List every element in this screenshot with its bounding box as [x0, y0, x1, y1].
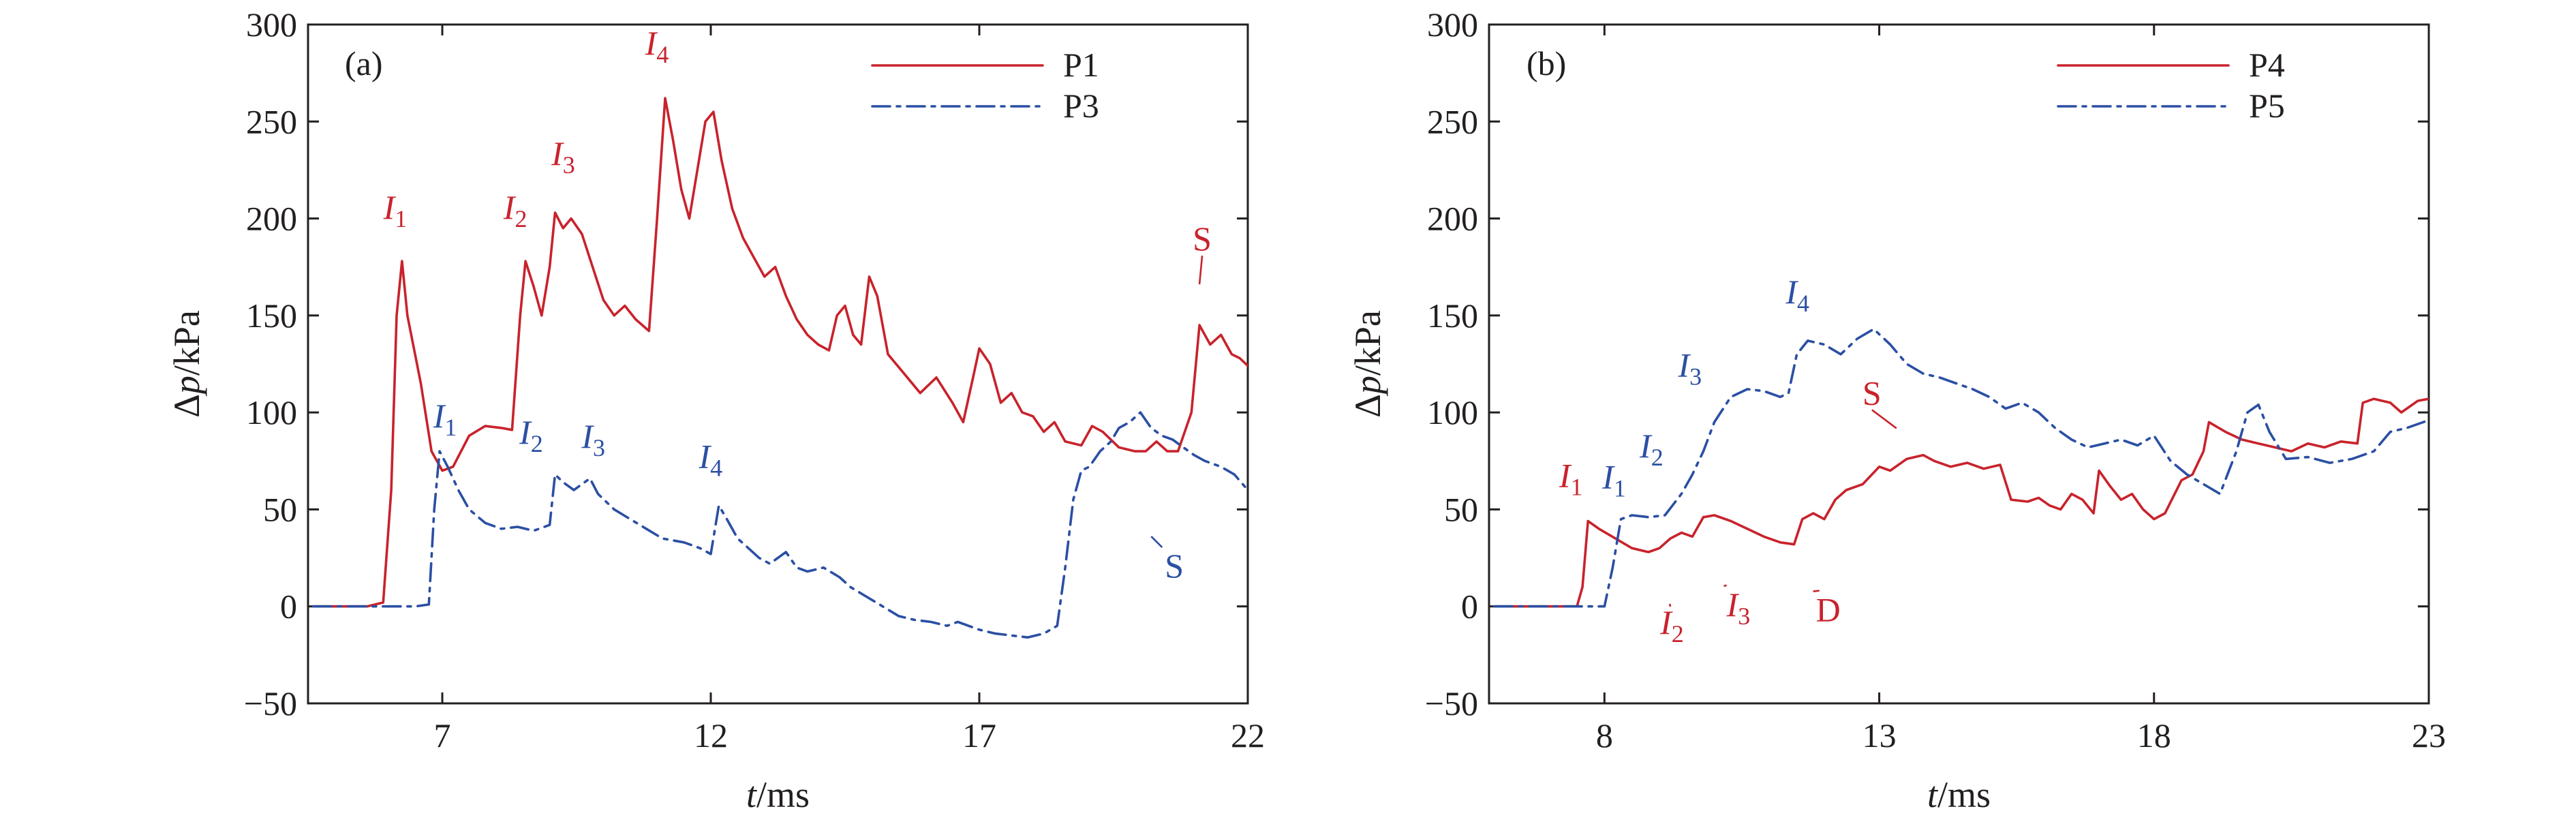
panel-a-annotation-i1: I1: [433, 397, 457, 441]
panel-a-annotation-i4: I4: [698, 438, 722, 482]
panel-b-annotation-i2: I2: [1639, 427, 1663, 471]
panel-b-annotation-s: S: [1862, 373, 1882, 412]
panel-a-x-axis-label: t/ms: [746, 774, 810, 815]
panel-a-annotation-leader: [1198, 255, 1203, 285]
panel-b-annotation-i1: I1: [1601, 458, 1626, 502]
panel-b-annotation-d: D: [1816, 591, 1841, 629]
panel-a-y-tick-label: 200: [246, 200, 297, 238]
panel-b-x-tick-label: 13: [1862, 716, 1897, 754]
panel-b-annotation-i3: I3: [1726, 585, 1751, 630]
panel-b-annotation-leader: [1813, 590, 1820, 592]
panel-b-plot-frame: [1488, 23, 2430, 705]
panel-a-y-tick-label: 250: [246, 102, 297, 140]
panel-a-y-tick-label: 150: [246, 296, 297, 335]
panel-a-panel-tag: (a): [345, 44, 383, 82]
panel-a-x-tick-label: 7: [434, 716, 451, 754]
panel-b-annotation-i3: I3: [1678, 346, 1702, 390]
panel-b-annotation-i1: I1: [1559, 457, 1583, 501]
panel-a-y-tick-label: −50: [244, 684, 297, 722]
panel-a-series-p1-line: [312, 97, 1248, 608]
panel-b-annotation-i2: I2: [1659, 603, 1684, 647]
panel-a-y-tick-label: 50: [263, 490, 297, 528]
panel-a-annotation-s: S: [1165, 547, 1184, 585]
panel-b-series-p4-line: [1493, 397, 2429, 608]
panel-b-panel-tag: (b): [1527, 44, 1566, 82]
panel-a-annotation-s: S: [1193, 219, 1212, 258]
panel-b-x-tick-label: 23: [2412, 716, 2446, 754]
panel-a-x-tick-label: 17: [962, 716, 996, 754]
panel-b-y-tick-label: 50: [1444, 490, 1478, 528]
panel-a-x-tick-label: 12: [694, 716, 728, 754]
panel-b-legend-label-p4: P4: [2249, 46, 2285, 84]
panel-a-annotation-i2: I2: [519, 413, 543, 457]
panel-b-y-tick-label: 300: [1427, 5, 1478, 44]
panel-b-chart: −50 0 50 100 150 200 250 300 8 13 18 23 t/ms Δp/kPa (b…: [1347, 5, 2446, 815]
panel-a-annotation-i3: I3: [551, 134, 575, 179]
panel-a-annotation-leader: [1150, 536, 1163, 548]
panel-a-x-tick-label: 22: [1231, 716, 1265, 754]
panel-b-y-tick-label: 200: [1427, 200, 1478, 238]
panel-a-annotation-i3: I3: [581, 417, 605, 461]
panel-b-annotation-leader: [1871, 409, 1897, 429]
panel-b-y-tick-label: 150: [1427, 296, 1478, 335]
panel-a-series-p3-line: [312, 411, 1248, 639]
panel-b-annotation-leader: [1723, 584, 1727, 588]
panel-b-x-tick-label: 8: [1596, 716, 1613, 754]
panel-b-y-tick-label: 100: [1427, 393, 1478, 431]
panel-a-y-tick-label: 0: [280, 588, 297, 626]
panel-b-legend-label-p5: P5: [2249, 87, 2285, 125]
panel-a-y-tick-label: 300: [246, 5, 297, 44]
panel-a-legend-label-p1: P1: [1063, 46, 1099, 84]
panel-a-plot-frame: [307, 23, 1249, 705]
panel-b-series-p5-line: [1493, 328, 2429, 608]
panel-b-y-tick-label: 0: [1461, 588, 1478, 626]
panel-b-y-axis-label: Δp/kPa: [1347, 310, 1388, 418]
panel-a-annotation-i2: I2: [503, 188, 527, 232]
panel-a-y-axis-label: Δp/kPa: [166, 310, 207, 418]
panel-b-annotation-i4: I4: [1785, 273, 1809, 317]
panel-a-y-tick-label: 100: [246, 393, 297, 431]
panel-a-annotation-i1: I1: [383, 188, 408, 232]
panel-a-annotation-i4: I4: [645, 24, 669, 68]
panel-a-legend-label-p3: P3: [1063, 87, 1099, 125]
panel-b-x-axis-label: t/ms: [1927, 774, 1991, 815]
panel-b-y-tick-label: 250: [1427, 102, 1478, 140]
panel-b-y-tick-label: −50: [1425, 684, 1478, 722]
panel-a-chart: −50 0 50 100 150 200 250 300 7 12 17 22 t/ms Δp/kPa (a…: [166, 5, 1265, 815]
panel-b-x-tick-label: 18: [2137, 716, 2171, 754]
